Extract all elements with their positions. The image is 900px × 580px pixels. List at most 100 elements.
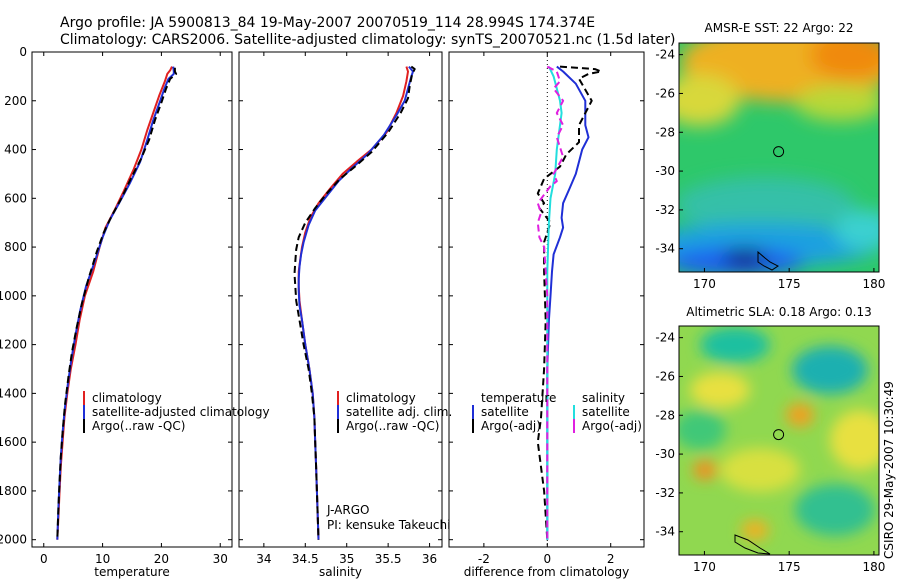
map-x-tick-label: 175 [778, 560, 801, 574]
map-y-tick-label: -30 [655, 164, 675, 178]
legend-label: Argo(..raw -QC) [346, 419, 439, 433]
series-line-climatology [297, 66, 409, 540]
figure-title-line2: Climatology: CARS2006. Satellite-adjuste… [60, 32, 675, 48]
sst-map-frame [678, 42, 880, 273]
sst-coastline [757, 250, 779, 271]
difference-axes-frame [448, 51, 645, 548]
map-y-tick-label: -28 [655, 125, 675, 139]
sla-high-region [693, 460, 717, 480]
x-tick-label: 34.5 [292, 552, 319, 566]
series-line-climatology [56, 66, 173, 540]
series-line-satellite-adj-clim [297, 65, 414, 540]
map-y-tick-label: -24 [655, 48, 675, 62]
difference-x-axis-label: difference from climatology [464, 565, 630, 579]
y-tick-label: 400 [4, 143, 27, 157]
sst-warm-region [679, 74, 740, 126]
sla-mid-region [690, 372, 750, 408]
sst-map [679, 43, 879, 272]
map-y-tick-label: -30 [655, 447, 675, 461]
y-tick-label: 200 [4, 94, 27, 108]
difference-legend: temperature satellite Argo(-adj) salinit… [472, 391, 642, 433]
x-tick-label: 10 [95, 552, 110, 566]
series-line-salinity-argo-adj [536, 65, 565, 540]
sst-warm-region [795, 85, 879, 121]
temperature-legend: climatology satellite-adjusted climatolo… [83, 391, 270, 433]
map-x-tick-label: 180 [862, 277, 885, 291]
salinity-legend: climatology satellite adj. clim. Argo(..… [337, 391, 452, 433]
y-tick-label: 800 [4, 240, 27, 254]
legend-title-temperature: temperature [481, 391, 556, 405]
sla-mid-region [720, 448, 800, 492]
salinity-x-axis-label: salinity [319, 565, 362, 579]
y-tick-label: 1200 [0, 338, 27, 352]
map-y-tick-label: -32 [655, 486, 675, 500]
x-tick-label: 2 [607, 552, 615, 566]
x-tick-label: 35 [339, 552, 354, 566]
sla-high-region [741, 520, 769, 540]
map-y-tick-label: -26 [655, 86, 675, 100]
y-tick-label: 2000 [0, 533, 27, 547]
sst-cold-region [723, 249, 767, 267]
legend-label: satellite [582, 405, 630, 419]
sla-coastline [734, 534, 771, 555]
annotation-pi: PI: kensuke Takeuchi [327, 518, 450, 532]
legend-label: Argo(-adj) [481, 419, 541, 433]
sla-map-axes: 170 175 180 -24 -26 -28 -30 -32 -34 [655, 331, 885, 574]
x-tick-label: 36 [422, 552, 437, 566]
x-tick-label: -2 [478, 552, 490, 566]
x-tick-label: 34 [256, 552, 271, 566]
series-line-temperature-satellite [546, 65, 590, 540]
x-tick-label: 35.5 [375, 552, 402, 566]
sla-map-frame [678, 325, 880, 556]
legend-label: Argo(..raw -QC) [92, 419, 185, 433]
map-y-tick-label: -26 [655, 369, 675, 383]
series-line-satellite-adjusted-climatology [56, 66, 175, 540]
legend-label: satellite adj. clim. [346, 405, 452, 419]
series-line-temperature-argo-adj [536, 65, 603, 540]
sst-map-axes: 170 175 180 -24 -26 -28 -30 -32 -34 [655, 48, 885, 291]
legend-label: satellite-adjusted climatology [92, 405, 270, 419]
sst-profile-location-marker [773, 146, 785, 158]
legend-label: climatology [346, 391, 416, 405]
map-x-tick-label: 180 [862, 560, 885, 574]
sla-profile-location-marker [773, 429, 785, 441]
x-tick-label: 30 [213, 552, 228, 566]
sst-map-title: AMSR-E SST: 22 Argo: 22 [705, 21, 854, 35]
legend-label: Argo(-adj) [582, 419, 642, 433]
y-tick-label: 1400 [0, 386, 27, 400]
sla-low-region [792, 346, 868, 394]
series-line-argo-raw-qc [56, 67, 178, 540]
map-x-tick-label: 175 [778, 277, 801, 291]
y-tick-label: 1600 [0, 435, 27, 449]
sla-map [679, 326, 879, 555]
sla-high-region [786, 403, 814, 427]
temperature-axes-frame [31, 51, 233, 548]
y-tick-label: 600 [4, 191, 27, 205]
figure-title-line1: Argo profile: JA 5900813_84 19-May-2007 … [60, 15, 595, 31]
sla-low-region [679, 410, 726, 450]
salinity-annotation: J-ARGO PI: kensuke Takeuchi [326, 503, 450, 532]
sla-low-region [795, 484, 875, 536]
map-y-tick-label: -24 [655, 331, 675, 345]
sst-cool-region [835, 210, 879, 250]
salinity-profile-panel: 34 34.5 35 35.5 36 salinity [238, 51, 443, 579]
y-tick-label: 0 [19, 45, 27, 59]
map-y-tick-label: -28 [655, 408, 675, 422]
salinity-axes-frame [238, 51, 443, 548]
sla-low-region [700, 327, 770, 363]
annotation-program: J-ARGO [326, 503, 369, 517]
map-x-tick-label: 170 [693, 560, 716, 574]
temperature-profile-panel: 0 10 20 30 temperature 0 200 400 600 800 1000 1200 1… [0, 45, 233, 579]
y-tick-label: 1800 [0, 484, 27, 498]
side-timestamp-label: CSIRO 29-May-2007 10:30:49 [882, 381, 896, 559]
map-y-tick-label: -34 [655, 242, 675, 256]
legend-label: climatology [92, 391, 162, 405]
map-y-tick-label: -32 [655, 203, 675, 217]
x-tick-label: 20 [154, 552, 169, 566]
legend-label: satellite [481, 405, 529, 419]
sst-mid-region [679, 177, 855, 233]
x-tick-label: 0 [543, 552, 551, 566]
map-x-tick-label: 170 [693, 277, 716, 291]
